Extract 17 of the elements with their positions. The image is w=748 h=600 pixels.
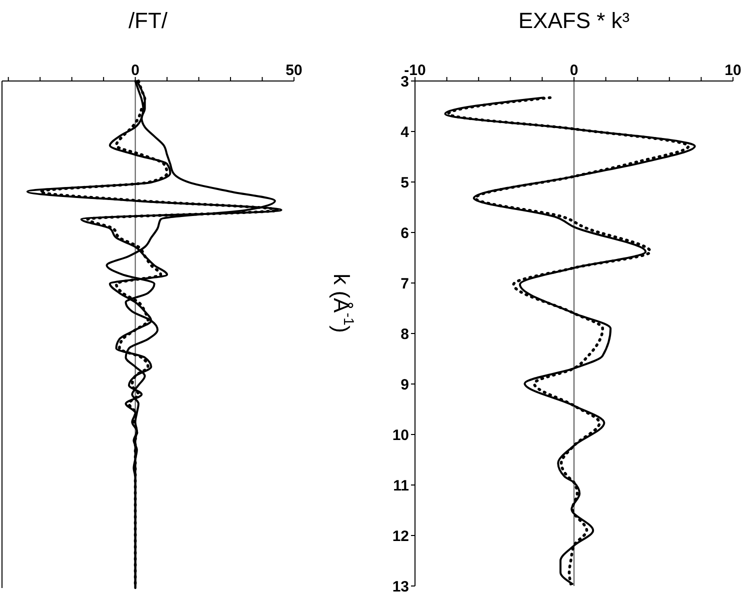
y-tick-label: 5: [400, 174, 409, 192]
y-tick-label: 7: [400, 275, 409, 292]
y-tick-label: 10: [392, 426, 409, 444]
y-tick-label: 9: [400, 376, 409, 394]
y-tick-label: 12: [392, 528, 409, 545]
y-tick-label: 6: [400, 224, 409, 242]
x-tick-label: 10: [724, 62, 742, 79]
x-tick-label: 50: [286, 62, 302, 79]
y-tick-label: 4: [400, 124, 410, 141]
x-axis-title: /FT/: [128, 8, 168, 33]
x-tick-label: 0: [131, 62, 140, 79]
x-axis-title: EXAFS * k³: [518, 8, 630, 33]
x-tick-label: 0: [570, 62, 578, 79]
y-tick-label: 3: [400, 73, 409, 90]
y-tick-label: 8: [400, 326, 409, 343]
y-tick-label: 11: [393, 477, 409, 494]
y-tick-label: 13: [392, 578, 409, 596]
